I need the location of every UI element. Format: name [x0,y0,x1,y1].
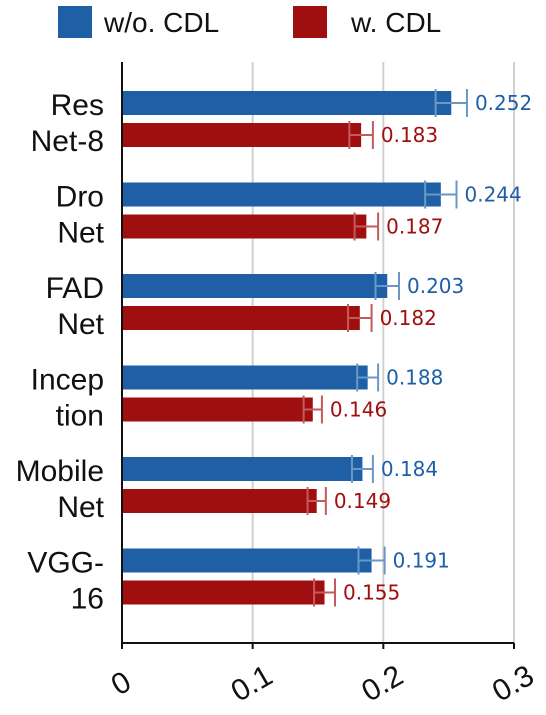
value-label: 0.244 [465,183,522,207]
value-label: 0.183 [381,123,438,147]
value-label: 0.184 [381,457,438,481]
category-label: Res [51,89,104,122]
category-label: 16 [71,583,104,616]
legend-label: w/o. CDL [103,7,219,38]
legend: w/o. CDL w. CDL [58,6,441,38]
category-label: FAD [46,272,104,305]
x-tick-label: 0.1 [226,659,279,708]
bar [122,580,325,605]
bar [122,548,372,573]
bar [122,91,452,115]
bar [122,365,368,390]
legend-swatch [58,6,92,38]
bar [122,214,367,239]
value-label: 0.252 [475,91,532,115]
bar [122,182,441,207]
category-label: Net-8 [31,125,104,158]
category-label: Net [57,491,104,524]
value-label: 0.188 [386,366,443,390]
category-label: Incep [31,364,104,397]
x-tick-label: 0.3 [487,659,540,708]
category-label: Net [57,217,104,250]
value-label: 0.187 [386,215,443,239]
bar [122,306,360,330]
bar [122,457,363,481]
bar [122,397,313,422]
bar [122,123,362,147]
value-label: 0.191 [393,549,450,573]
category-label: Dro [56,181,104,214]
bar [122,489,317,513]
x-tick-label: 0.2 [356,659,409,708]
value-label: 0.149 [334,489,391,513]
category-label: Mobile [16,455,104,488]
bar [122,274,388,298]
labels: 0.2520.183ResNet-80.2440.187DroNet0.2030… [16,89,533,616]
legend-label: w. CDL [350,7,441,38]
category-label: tion [56,400,104,433]
x-tick-label: 0 [106,665,137,702]
value-label: 0.203 [407,274,464,298]
value-label: 0.155 [343,581,400,605]
legend-swatch [293,6,327,38]
value-label: 0.182 [380,306,437,330]
bars [122,89,468,607]
category-label: Net [57,308,104,341]
gridlines [251,62,515,643]
value-label: 0.146 [330,398,387,422]
category-label: VGG- [27,547,104,580]
